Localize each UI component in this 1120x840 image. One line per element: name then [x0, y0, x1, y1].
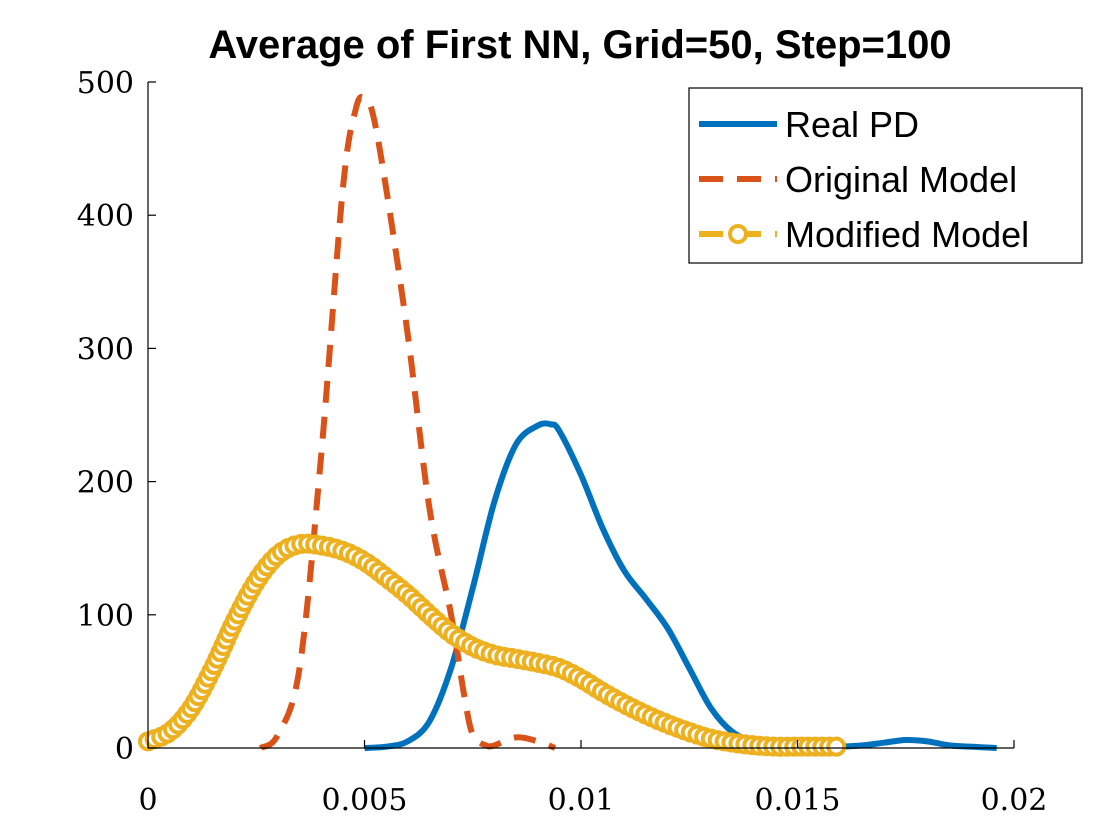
legend-marker-modified-model: [728, 224, 748, 244]
legend: Real PD Original Model Modified Model: [688, 87, 1083, 264]
y-tick-label: 500: [77, 66, 134, 101]
x-tick-label: 0.005: [322, 783, 408, 818]
chart-title: Average of First NN, Grid=50, Step=100: [208, 23, 951, 67]
y-tick-label: 200: [77, 466, 134, 501]
y-tick-label: 300: [77, 332, 134, 367]
series-markers-modified-model: [138, 533, 847, 757]
legend-label-modified-model: Modified Model: [785, 214, 1029, 255]
legend-label-original-model: Original Model: [785, 159, 1017, 200]
x-tick-label: 0: [138, 783, 157, 818]
x-tick-label: 0.02: [981, 783, 1048, 818]
y-tick-label: 100: [77, 599, 134, 634]
series-marker: [826, 736, 847, 757]
x-tick-label: 0.015: [755, 783, 841, 818]
plot-area: [138, 93, 997, 757]
x-tick-label: 0.01: [548, 783, 615, 818]
series-line-original-model: [258, 93, 557, 751]
axes: 0 100 200 300 400 500 0 0.005 0.01 0.015 0.02: [77, 66, 1048, 818]
series-line-real-pd: [364, 420, 997, 751]
legend-label-real-pd: Real PD: [785, 104, 919, 145]
y-tick-label: 400: [77, 199, 134, 234]
y-tick-label: 0: [115, 732, 134, 767]
